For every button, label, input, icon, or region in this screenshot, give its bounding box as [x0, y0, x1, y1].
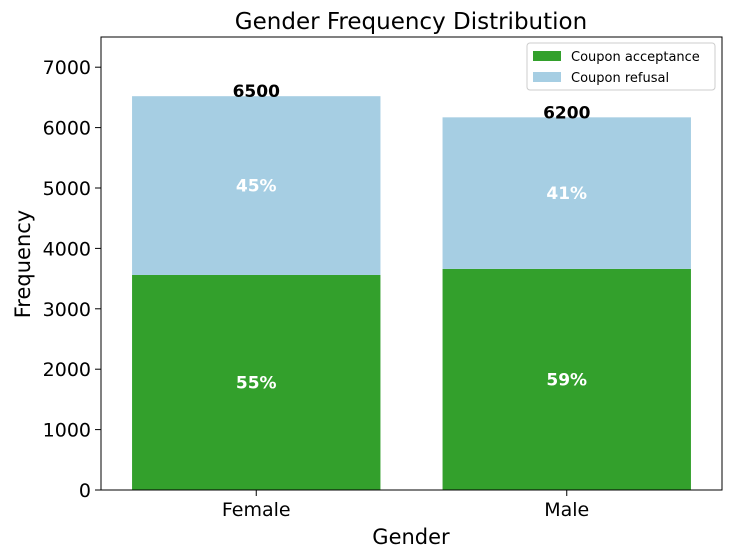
legend: Coupon acceptance Coupon refusal	[526, 42, 716, 91]
y-tick-label: 4000	[43, 238, 91, 260]
legend-label: Coupon refusal	[571, 71, 669, 86]
plot-frame	[100, 36, 723, 491]
bar-segment	[442, 268, 691, 490]
bar-segment	[132, 96, 381, 275]
y-axis-label: Frequency	[11, 210, 35, 319]
x-axis: Female Male	[222, 490, 589, 521]
x-tick-label: Female	[222, 499, 291, 521]
bar-segment	[442, 117, 691, 269]
x-axis-label: Gender	[372, 525, 450, 549]
bar-total-label: 6200	[543, 103, 590, 123]
plot-area: 55% 59% 45% 41% 6500 6200	[132, 82, 691, 490]
y-tick-label: 6000	[43, 118, 91, 140]
y-tick-label: 5000	[43, 178, 91, 200]
bar-percent-label: 41%	[546, 184, 587, 204]
bar-segment	[132, 274, 381, 490]
x-tick-label: Male	[544, 499, 589, 521]
y-axis: 0 1000 2000 3000 4000 5000 6000 7000	[43, 57, 101, 502]
bar-percent-label: 45%	[236, 177, 277, 197]
bar-percent-label: 59%	[546, 370, 587, 390]
legend-label: Coupon acceptance	[571, 50, 700, 65]
y-tick-label: 0	[79, 480, 91, 502]
legend-swatch	[533, 51, 561, 61]
y-tick-label: 3000	[43, 299, 91, 321]
y-tick-label: 7000	[43, 57, 91, 79]
y-tick-label: 2000	[43, 359, 91, 381]
chart-title: Gender Frequency Distribution	[235, 9, 587, 35]
legend-swatch	[533, 72, 561, 82]
y-tick-label: 1000	[43, 420, 91, 442]
bar-percent-label: 55%	[236, 373, 277, 393]
bar-total-label: 6500	[233, 82, 280, 102]
legend-box	[526, 42, 716, 91]
